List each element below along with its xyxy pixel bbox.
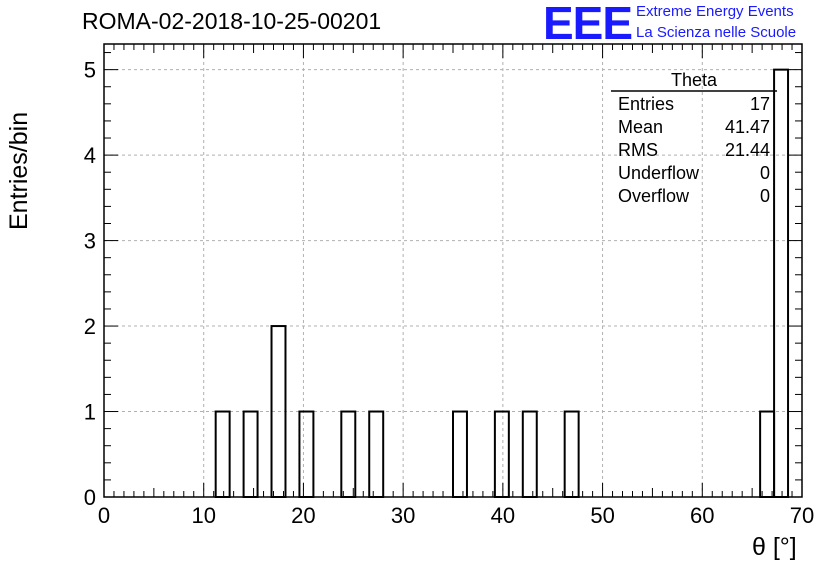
histogram-bin — [759, 410, 776, 498]
histogram-bin — [298, 410, 315, 498]
stats-value: 0 — [760, 163, 770, 183]
histogram-bin — [521, 410, 538, 498]
x-tick-label: 50 — [590, 503, 614, 528]
stats-value: 17 — [750, 94, 770, 114]
stats-label: Overflow — [618, 186, 690, 206]
stats-value: 41.47 — [725, 117, 770, 137]
x-tick-label: 70 — [790, 503, 814, 528]
logo-subtitle-line1: Extreme Energy Events — [636, 3, 794, 20]
stats-label: Mean — [618, 117, 663, 137]
x-tick-label: 40 — [491, 503, 515, 528]
chart-title: ROMA-02-2018-10-25-00201 — [82, 8, 382, 34]
histogram-bin — [368, 410, 385, 498]
histogram-bin — [493, 410, 510, 498]
x-tick-label: 10 — [191, 503, 215, 528]
eee-logo: EEE — [543, 0, 633, 49]
y-tick-label: 0 — [84, 485, 96, 510]
y-tick-label: 1 — [84, 400, 96, 425]
histogram-bin — [340, 410, 357, 498]
logo-subtitle-line2: La Scienza nelle Scuole — [636, 24, 797, 41]
stats-box: Theta Entries 17 Mean 41.47 RMS 21.44 Underflow… — [611, 70, 777, 206]
x-tick-label: 0 — [98, 503, 110, 528]
stats-label: RMS — [618, 140, 658, 160]
stats-value: 0 — [760, 186, 770, 206]
stats-title: Theta — [671, 70, 718, 90]
y-tick-label: 4 — [84, 143, 96, 168]
tick-labels: 0 10 20 30 40 50 60 70 0 1 2 3 4 5 — [84, 58, 814, 528]
x-tick-label: 30 — [391, 503, 415, 528]
histogram-bin — [214, 410, 231, 498]
histogram-bins — [214, 68, 790, 498]
histogram-bin — [242, 410, 259, 498]
x-axis-label: θ [°] — [752, 533, 797, 561]
stats-label: Underflow — [618, 163, 700, 183]
x-tick-label: 60 — [690, 503, 714, 528]
y-tick-label: 5 — [84, 58, 96, 83]
histogram-bin — [563, 410, 580, 498]
stats-value: 21.44 — [725, 140, 770, 160]
stats-label: Entries — [618, 94, 674, 114]
axis-ticks — [103, 44, 803, 498]
histogram-bin — [452, 410, 468, 498]
y-tick-label: 3 — [84, 229, 96, 254]
x-tick-label: 20 — [291, 503, 315, 528]
y-tick-label: 2 — [84, 314, 96, 339]
histogram-bin — [773, 68, 790, 498]
